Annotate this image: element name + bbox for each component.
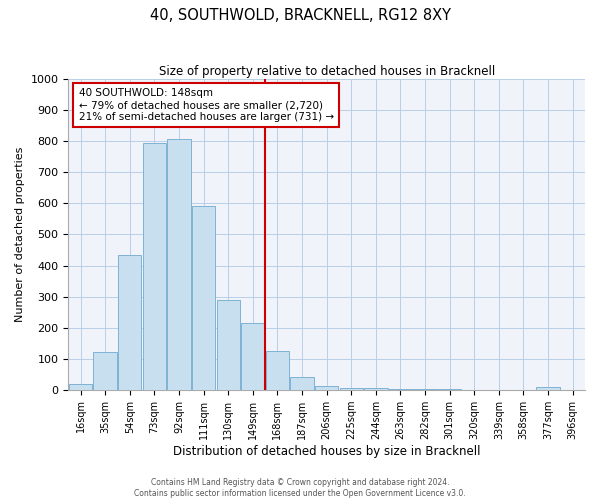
Bar bbox=[94, 352, 117, 390]
Bar bbox=[364, 388, 388, 390]
Bar bbox=[413, 389, 437, 390]
Bar bbox=[266, 351, 289, 390]
Bar bbox=[536, 387, 560, 390]
Bar bbox=[143, 143, 166, 390]
Bar bbox=[340, 388, 363, 390]
Bar bbox=[217, 300, 240, 390]
Text: Contains HM Land Registry data © Crown copyright and database right 2024.
Contai: Contains HM Land Registry data © Crown c… bbox=[134, 478, 466, 498]
Bar bbox=[192, 206, 215, 390]
Text: 40 SOUTHWOLD: 148sqm
← 79% of detached houses are smaller (2,720)
21% of semi-de: 40 SOUTHWOLD: 148sqm ← 79% of detached h… bbox=[79, 88, 334, 122]
Bar bbox=[315, 386, 338, 390]
Title: Size of property relative to detached houses in Bracknell: Size of property relative to detached ho… bbox=[158, 65, 495, 78]
Bar bbox=[167, 139, 191, 390]
Bar bbox=[241, 323, 265, 390]
Bar bbox=[389, 389, 412, 390]
Bar bbox=[290, 376, 314, 390]
Bar bbox=[118, 254, 142, 390]
X-axis label: Distribution of detached houses by size in Bracknell: Distribution of detached houses by size … bbox=[173, 444, 481, 458]
Bar bbox=[69, 384, 92, 390]
Text: 40, SOUTHWOLD, BRACKNELL, RG12 8XY: 40, SOUTHWOLD, BRACKNELL, RG12 8XY bbox=[149, 8, 451, 22]
Y-axis label: Number of detached properties: Number of detached properties bbox=[15, 147, 25, 322]
